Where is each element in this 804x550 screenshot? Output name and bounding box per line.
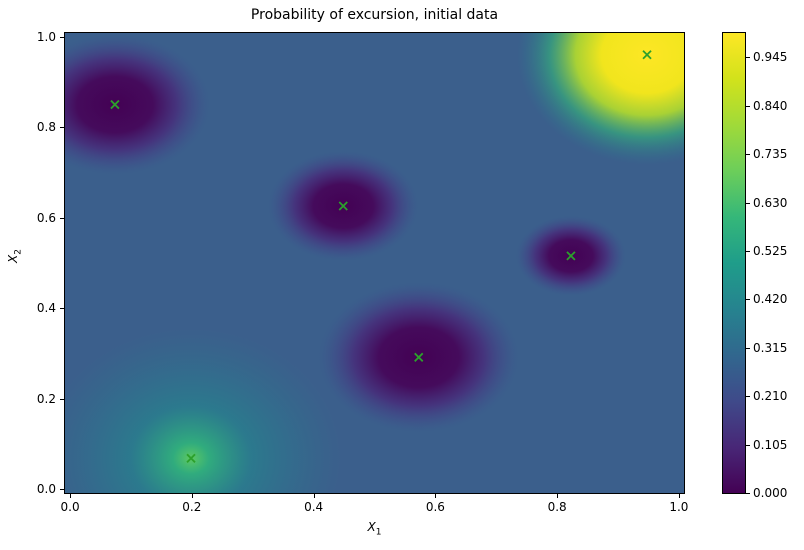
chart-title: Probability of excursion, initial data [250, 7, 499, 23]
colorbar-tick [746, 57, 750, 59]
data-point-x-marker [566, 251, 576, 261]
data-point-x-marker [414, 352, 424, 362]
y-tick [60, 36, 64, 38]
data-point-x-marker [642, 50, 652, 60]
colorbar-tick-label: 0.525 [753, 243, 788, 258]
contour-region [65, 328, 341, 493]
y-axis-label: X2 [6, 249, 24, 263]
colorbar-tick-label: 0.315 [753, 340, 788, 355]
y-tick [60, 398, 64, 400]
y-tick [60, 217, 64, 219]
colorbar-tick-label: 0.840 [753, 98, 788, 113]
x-tick-label: 0.8 [547, 500, 567, 514]
colorbar-tick-label: 0.735 [753, 147, 788, 162]
colorbar-tick-label: 0.630 [753, 195, 788, 210]
y-tick-label: 0.6 [36, 210, 56, 225]
x-tick [678, 494, 680, 498]
colorbar-tick [746, 347, 750, 349]
contour-region [517, 33, 684, 165]
y-tick [60, 127, 64, 129]
colorbar-tick [746, 154, 750, 156]
colorbar-tick-label: 0.420 [753, 292, 788, 307]
x-tick-label: 0.6 [425, 500, 445, 514]
x-tick-label: 1.0 [669, 500, 689, 514]
colorbar-tick-label: 0.210 [753, 389, 788, 404]
y-tick-label: 0.0 [36, 482, 56, 497]
y-tick-label: 0.4 [36, 301, 56, 316]
x-tick [191, 494, 193, 498]
colorbar-tick [746, 105, 750, 107]
colorbar [722, 32, 746, 494]
x-tick [70, 494, 72, 498]
plot-area [64, 32, 685, 494]
x-tick [435, 494, 437, 498]
y-tick-label: 1.0 [36, 29, 56, 44]
colorbar-tick [746, 299, 750, 301]
colorbar-tick-label: 0.000 [753, 486, 788, 500]
colorbar-tick-label: 0.105 [753, 437, 788, 452]
data-point-x-marker [338, 201, 348, 211]
x-tick-label: 0.2 [182, 500, 202, 514]
colorbar-tick [746, 444, 750, 446]
contour-field [65, 33, 684, 493]
y-tick-label: 0.8 [36, 120, 56, 135]
x-tick [557, 494, 559, 498]
y-tick [60, 489, 64, 491]
colorbar-tick-label: 0.945 [753, 50, 788, 65]
x-tick-label: 0.0 [60, 500, 80, 514]
x-tick [313, 494, 315, 498]
x-tick-label: 0.4 [304, 500, 324, 514]
colorbar-tick [746, 396, 750, 398]
colorbar-tick [746, 493, 750, 494]
data-point-x-marker [110, 99, 120, 110]
contour-region [65, 34, 210, 175]
data-point-x-marker [186, 453, 196, 463]
x-axis-label: X1 [367, 520, 382, 538]
y-tick [60, 308, 64, 310]
y-tick-label: 0.2 [36, 391, 56, 406]
colorbar-tick [746, 202, 750, 204]
colorbar-tick [746, 250, 750, 252]
